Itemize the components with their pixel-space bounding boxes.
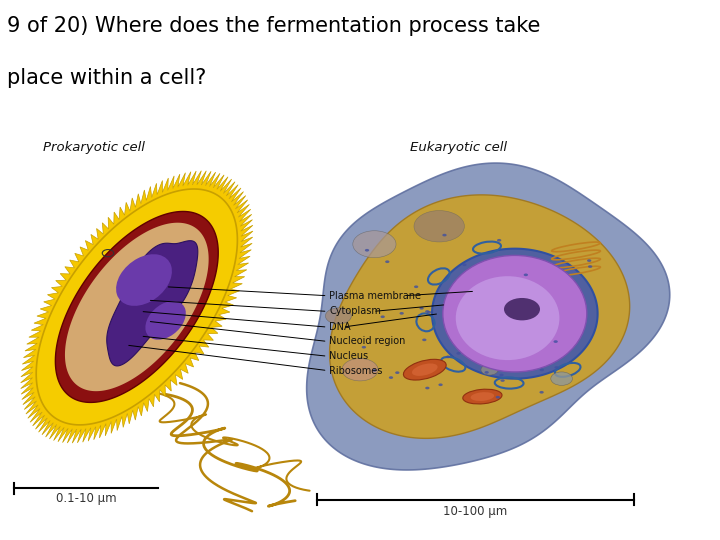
Polygon shape: [36, 189, 238, 425]
Circle shape: [498, 277, 502, 280]
Circle shape: [425, 310, 429, 313]
Text: Cytoplasm: Cytoplasm: [329, 306, 381, 316]
Circle shape: [539, 391, 544, 394]
Circle shape: [495, 396, 500, 399]
Text: Nucleus: Nucleus: [329, 351, 368, 361]
Polygon shape: [307, 163, 670, 470]
Circle shape: [504, 298, 540, 320]
Circle shape: [427, 311, 431, 314]
Ellipse shape: [403, 359, 446, 380]
Ellipse shape: [463, 389, 502, 404]
Circle shape: [442, 234, 446, 237]
Polygon shape: [330, 195, 630, 438]
Circle shape: [422, 339, 426, 341]
Ellipse shape: [145, 301, 186, 340]
Circle shape: [420, 307, 424, 309]
Text: Prokaryotic cell: Prokaryotic cell: [43, 141, 145, 154]
Text: 9 of 20) Where does the fermentation process take: 9 of 20) Where does the fermentation pro…: [7, 16, 541, 36]
Polygon shape: [21, 171, 253, 443]
Text: Eukaryotic cell: Eukaryotic cell: [410, 141, 508, 154]
Circle shape: [462, 264, 467, 266]
Circle shape: [361, 346, 366, 348]
Ellipse shape: [116, 254, 172, 306]
Circle shape: [353, 231, 396, 258]
Circle shape: [530, 297, 534, 300]
Circle shape: [325, 308, 351, 324]
Circle shape: [372, 369, 377, 372]
Circle shape: [438, 383, 443, 386]
Circle shape: [380, 315, 384, 318]
Text: 0.1-10 μm: 0.1-10 μm: [56, 492, 117, 505]
Circle shape: [481, 364, 498, 375]
Ellipse shape: [412, 363, 438, 376]
Circle shape: [554, 340, 558, 343]
Text: 10-100 μm: 10-100 μm: [443, 505, 508, 518]
Circle shape: [540, 369, 544, 372]
Circle shape: [414, 286, 418, 288]
Circle shape: [523, 273, 528, 276]
Circle shape: [500, 379, 505, 382]
Text: Plasma membrane: Plasma membrane: [329, 291, 421, 301]
Ellipse shape: [471, 392, 494, 401]
Circle shape: [365, 249, 369, 252]
Circle shape: [385, 260, 390, 263]
Circle shape: [587, 259, 591, 262]
Circle shape: [554, 366, 559, 369]
Circle shape: [485, 371, 489, 374]
Text: place within a cell?: place within a cell?: [7, 68, 207, 87]
Text: DNA: DNA: [329, 322, 351, 332]
Circle shape: [551, 372, 572, 386]
Ellipse shape: [443, 255, 587, 372]
Polygon shape: [65, 222, 209, 391]
Circle shape: [414, 211, 464, 242]
Circle shape: [426, 387, 430, 389]
Circle shape: [518, 325, 523, 328]
Text: Nucleoid region: Nucleoid region: [329, 336, 405, 347]
Polygon shape: [432, 249, 598, 379]
Polygon shape: [55, 212, 218, 402]
Ellipse shape: [456, 276, 559, 360]
Circle shape: [395, 372, 400, 374]
Text: Ribosomes: Ribosomes: [329, 366, 382, 376]
Circle shape: [342, 359, 378, 381]
Circle shape: [446, 355, 450, 358]
Circle shape: [500, 374, 504, 376]
Circle shape: [569, 302, 583, 312]
Circle shape: [588, 265, 593, 268]
Circle shape: [389, 376, 393, 379]
Circle shape: [497, 239, 501, 241]
Circle shape: [400, 312, 404, 315]
Circle shape: [456, 352, 461, 355]
Polygon shape: [107, 241, 198, 366]
